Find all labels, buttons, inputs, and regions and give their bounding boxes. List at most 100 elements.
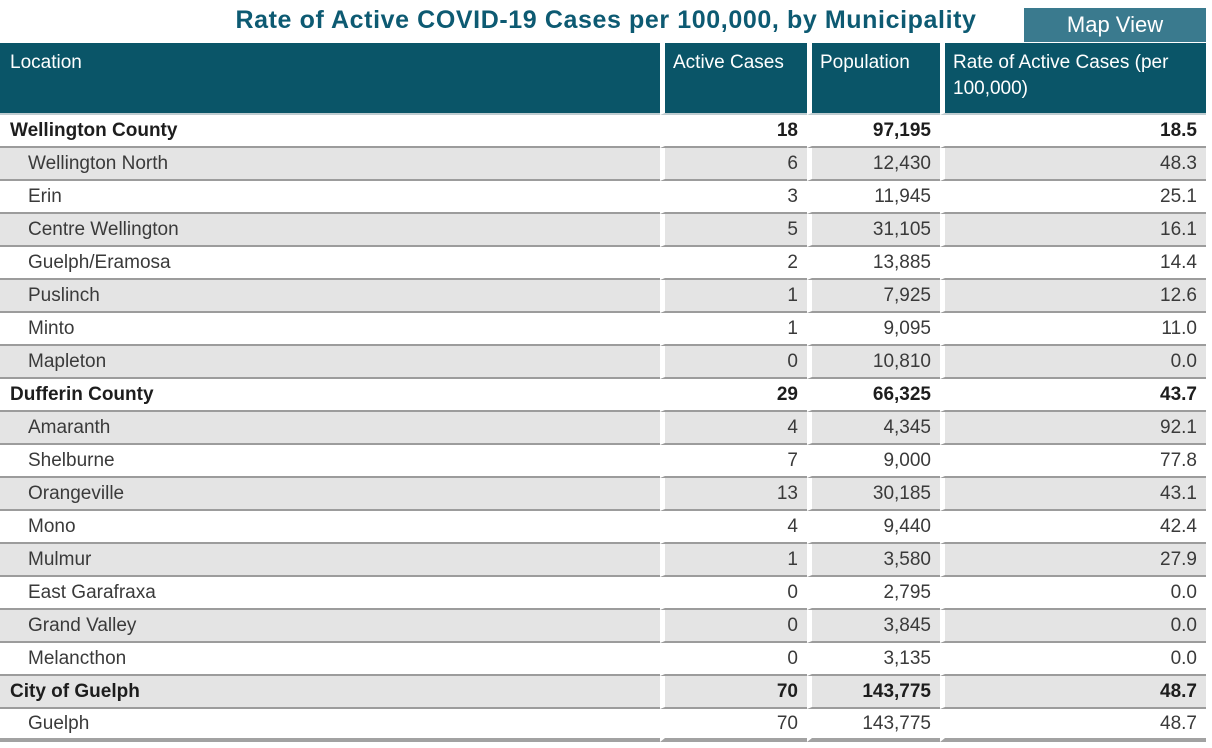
population-cell: 9,095: [807, 313, 940, 346]
table-header-row: Location Active Cases Population Rate of Ac…: [0, 43, 1206, 115]
location-cell: Puslinch: [0, 280, 660, 313]
population-cell: 143,775: [807, 709, 940, 742]
table-row: Mono 4 9,440 42.4: [0, 511, 1206, 544]
location-cell: Grand Valley: [0, 610, 660, 643]
rate-cell: 11.0: [940, 313, 1206, 346]
page-title: Rate of Active COVID-19 Cases per 100,00…: [235, 6, 977, 34]
table-row: Guelph/Eramosa 2 13,885 14.4: [0, 247, 1206, 280]
covid-rate-table: Location Active Cases Population Rate of Ac…: [0, 43, 1206, 742]
table-row: Shelburne 7 9,000 77.8: [0, 445, 1206, 478]
active-cases-cell: 0: [660, 610, 807, 643]
population-cell: 66,325: [807, 379, 940, 412]
column-header-active-cases: Active Cases: [660, 43, 807, 115]
active-cases-cell: 6: [660, 148, 807, 181]
table-row: Guelph 70 143,775 48.7: [0, 709, 1206, 742]
table-row: Mulmur 1 3,580 27.9: [0, 544, 1206, 577]
rate-cell: 0.0: [940, 577, 1206, 610]
rate-cell: 14.4: [940, 247, 1206, 280]
active-cases-cell: 1: [660, 544, 807, 577]
active-cases-cell: 0: [660, 577, 807, 610]
active-cases-cell: 70: [660, 676, 807, 709]
rate-cell: 42.4: [940, 511, 1206, 544]
location-cell: Erin: [0, 181, 660, 214]
location-cell: Minto: [0, 313, 660, 346]
location-cell: Shelburne: [0, 445, 660, 478]
rate-cell: 77.8: [940, 445, 1206, 478]
column-header-population: Population: [807, 43, 940, 115]
rate-cell: 48.7: [940, 709, 1206, 742]
population-cell: 13,885: [807, 247, 940, 280]
top-bar: Rate of Active COVID-19 Cases per 100,00…: [0, 0, 1212, 43]
location-cell: Wellington North: [0, 148, 660, 181]
rate-cell: 48.3: [940, 148, 1206, 181]
location-cell: Mapleton: [0, 346, 660, 379]
rate-cell: 0.0: [940, 346, 1206, 379]
location-cell: Mono: [0, 511, 660, 544]
table-row: Minto 1 9,095 11.0: [0, 313, 1206, 346]
active-cases-cell: 1: [660, 313, 807, 346]
active-cases-cell: 0: [660, 346, 807, 379]
active-cases-cell: 7: [660, 445, 807, 478]
active-cases-cell: 0: [660, 643, 807, 676]
population-cell: 3,135: [807, 643, 940, 676]
rate-cell: 0.0: [940, 643, 1206, 676]
table-row: Wellington North 6 12,430 48.3: [0, 148, 1206, 181]
table-row: Mapleton 0 10,810 0.0: [0, 346, 1206, 379]
active-cases-cell: 29: [660, 379, 807, 412]
location-cell: Dufferin County: [0, 379, 660, 412]
population-cell: 9,000: [807, 445, 940, 478]
population-cell: 10,810: [807, 346, 940, 379]
map-view-button[interactable]: Map View: [1024, 8, 1206, 42]
population-cell: 4,345: [807, 412, 940, 445]
active-cases-cell: 4: [660, 412, 807, 445]
table-row: East Garafraxa 0 2,795 0.0: [0, 577, 1206, 610]
population-cell: 3,845: [807, 610, 940, 643]
population-cell: 3,580: [807, 544, 940, 577]
location-cell: Wellington County: [0, 115, 660, 148]
population-cell: 9,440: [807, 511, 940, 544]
population-cell: 97,195: [807, 115, 940, 148]
population-cell: 11,945: [807, 181, 940, 214]
population-cell: 12,430: [807, 148, 940, 181]
table-row: City of Guelph 70 143,775 48.7: [0, 676, 1206, 709]
rate-cell: 16.1: [940, 214, 1206, 247]
population-cell: 30,185: [807, 478, 940, 511]
rate-cell: 25.1: [940, 181, 1206, 214]
rate-cell: 43.7: [940, 379, 1206, 412]
location-cell: City of Guelph: [0, 676, 660, 709]
column-header-location: Location: [0, 43, 660, 115]
table-row: Wellington County 18 97,195 18.5: [0, 115, 1206, 148]
active-cases-cell: 5: [660, 214, 807, 247]
rate-cell: 48.7: [940, 676, 1206, 709]
active-cases-cell: 3: [660, 181, 807, 214]
location-cell: Centre Wellington: [0, 214, 660, 247]
table-body: Wellington County 18 97,195 18.5 Wellington …: [0, 115, 1206, 742]
table-row: Erin 3 11,945 25.1: [0, 181, 1206, 214]
table-row: Centre Wellington 5 31,105 16.1: [0, 214, 1206, 247]
rate-cell: 27.9: [940, 544, 1206, 577]
rate-cell: 0.0: [940, 610, 1206, 643]
active-cases-cell: 1: [660, 280, 807, 313]
location-cell: Guelph/Eramosa: [0, 247, 660, 280]
rate-cell: 12.6: [940, 280, 1206, 313]
column-header-rate: Rate of Active Cases (per 100,000): [940, 43, 1206, 115]
rate-cell: 43.1: [940, 478, 1206, 511]
active-cases-cell: 18: [660, 115, 807, 148]
rate-cell: 18.5: [940, 115, 1206, 148]
population-cell: 31,105: [807, 214, 940, 247]
location-cell: Melancthon: [0, 643, 660, 676]
table-row: Grand Valley 0 3,845 0.0: [0, 610, 1206, 643]
active-cases-cell: 13: [660, 478, 807, 511]
location-cell: Guelph: [0, 709, 660, 742]
population-cell: 7,925: [807, 280, 940, 313]
location-cell: East Garafraxa: [0, 577, 660, 610]
population-cell: 2,795: [807, 577, 940, 610]
population-cell: 143,775: [807, 676, 940, 709]
table-row: Amaranth 4 4,345 92.1: [0, 412, 1206, 445]
table-row: Melancthon 0 3,135 0.0: [0, 643, 1206, 676]
location-cell: Amaranth: [0, 412, 660, 445]
table-row: Orangeville 13 30,185 43.1: [0, 478, 1206, 511]
table-row: Puslinch 1 7,925 12.6: [0, 280, 1206, 313]
active-cases-cell: 4: [660, 511, 807, 544]
table-row: Dufferin County 29 66,325 43.7: [0, 379, 1206, 412]
